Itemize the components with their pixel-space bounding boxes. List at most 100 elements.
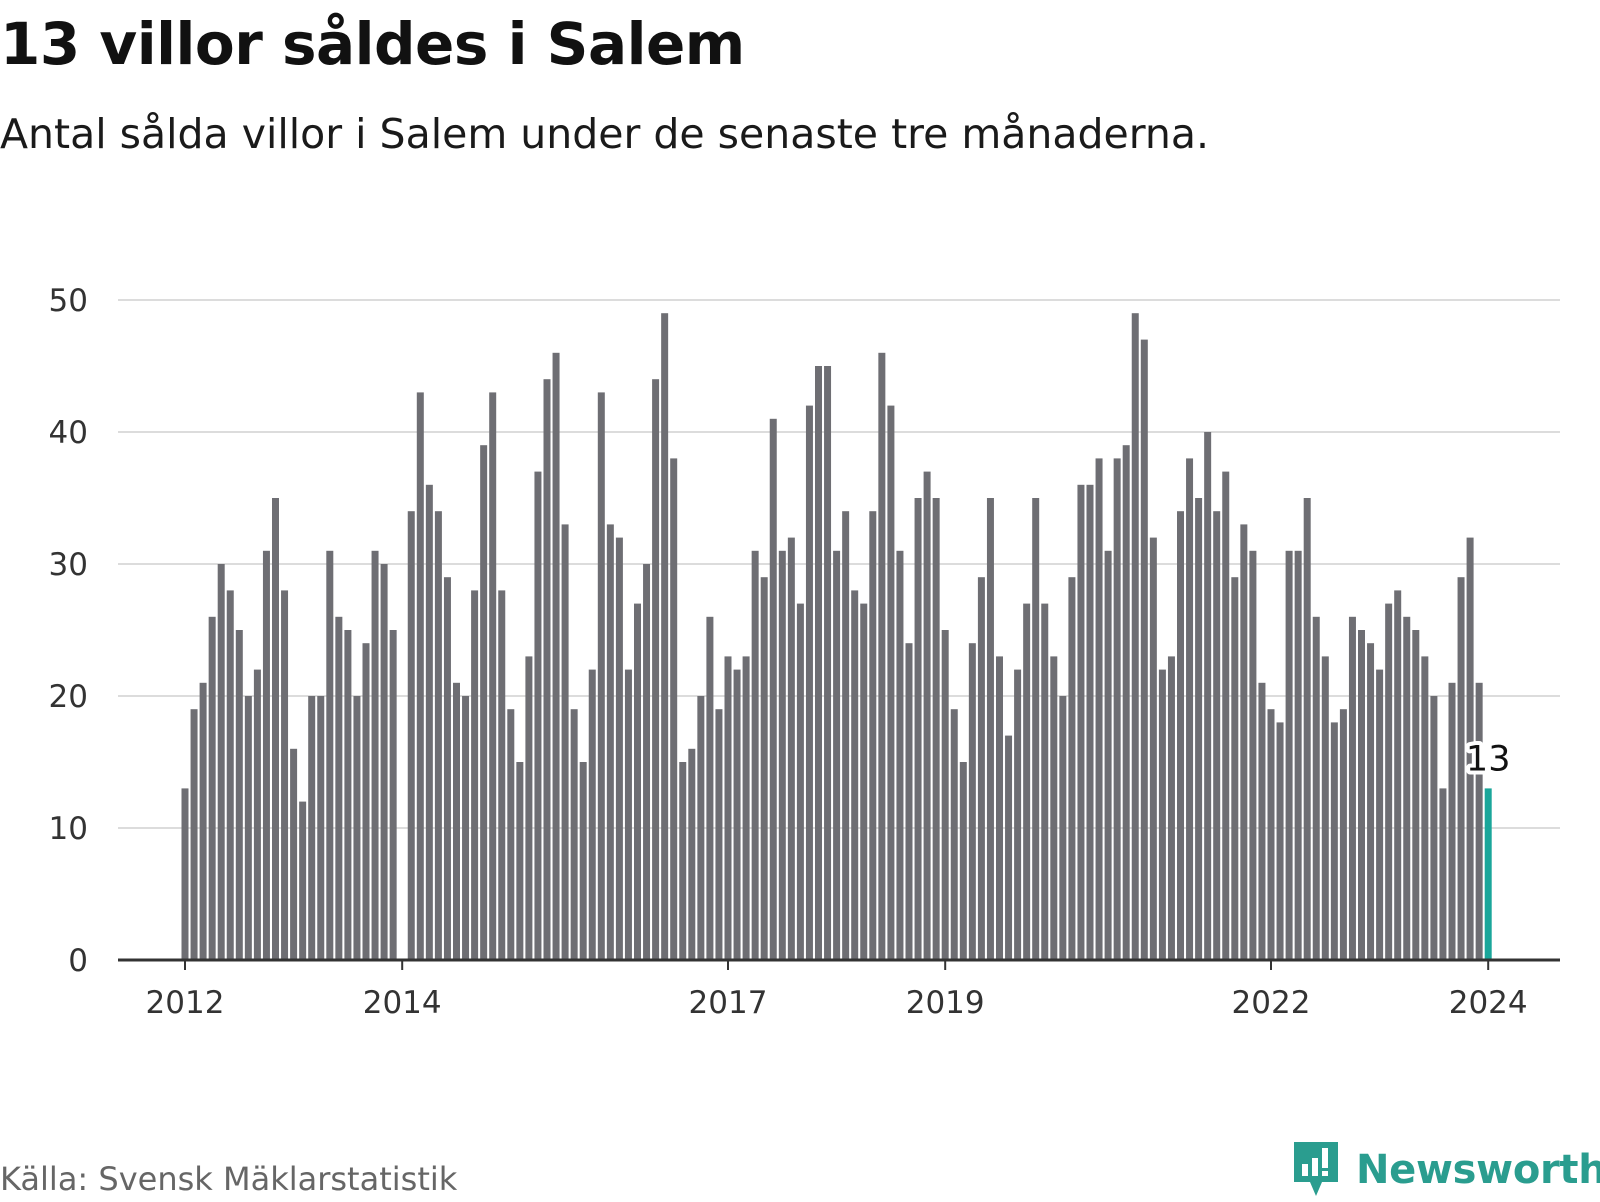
bar bbox=[534, 471, 542, 960]
bar bbox=[272, 498, 279, 960]
bar bbox=[1023, 603, 1031, 960]
bar bbox=[1186, 458, 1194, 960]
x-tick-label: 2019 bbox=[906, 985, 985, 1021]
bar bbox=[742, 656, 750, 960]
bar bbox=[453, 682, 460, 960]
bar bbox=[1032, 498, 1040, 960]
bar bbox=[1358, 630, 1365, 960]
bar bbox=[1222, 471, 1230, 960]
bar bbox=[1267, 709, 1275, 960]
bar bbox=[1303, 498, 1311, 960]
brand-name: Newsworthy bbox=[1356, 1147, 1600, 1193]
bar bbox=[516, 762, 524, 960]
bar bbox=[425, 484, 433, 960]
bar bbox=[805, 405, 813, 961]
x-tick-label: 2022 bbox=[1232, 985, 1311, 1021]
bar bbox=[950, 709, 958, 960]
bar bbox=[1294, 550, 1302, 960]
bar bbox=[1158, 669, 1166, 960]
bar bbox=[724, 656, 732, 960]
bar bbox=[1312, 616, 1320, 960]
bar bbox=[190, 709, 198, 960]
x-tick-label: 2014 bbox=[363, 985, 442, 1021]
bar bbox=[208, 616, 216, 960]
bar bbox=[1439, 788, 1447, 960]
bar bbox=[1149, 537, 1157, 960]
bar bbox=[670, 458, 678, 960]
x-tick-label: 2024 bbox=[1449, 985, 1528, 1021]
bar bbox=[561, 524, 569, 960]
bar bbox=[389, 630, 397, 960]
y-tick-label: 30 bbox=[49, 547, 88, 583]
bar bbox=[1466, 537, 1474, 960]
bar bbox=[1068, 577, 1076, 960]
bar bbox=[977, 577, 985, 960]
bar bbox=[706, 616, 714, 960]
bar bbox=[787, 537, 795, 960]
bar bbox=[1095, 458, 1103, 960]
bar bbox=[1348, 616, 1356, 960]
y-tick-label: 20 bbox=[49, 679, 88, 715]
bar bbox=[416, 392, 424, 960]
bar bbox=[1005, 735, 1013, 960]
bar bbox=[815, 366, 822, 960]
bar bbox=[643, 564, 651, 960]
bar bbox=[579, 762, 587, 960]
bar bbox=[1321, 656, 1329, 960]
bar bbox=[606, 524, 614, 960]
bar bbox=[733, 669, 741, 960]
bar bbox=[905, 643, 913, 960]
bar bbox=[869, 511, 877, 960]
bars bbox=[181, 313, 1492, 961]
bar bbox=[896, 550, 904, 960]
bar bbox=[498, 590, 506, 960]
bar bbox=[507, 709, 515, 960]
bar bbox=[570, 709, 578, 960]
bar bbox=[362, 643, 370, 960]
brand-logo: Newsworthy bbox=[1290, 1140, 1600, 1200]
bar bbox=[778, 550, 786, 960]
bar bbox=[326, 550, 334, 960]
bar bbox=[525, 656, 533, 960]
bar bbox=[833, 550, 841, 960]
bar bbox=[1367, 643, 1375, 960]
bar bbox=[317, 696, 325, 960]
bar bbox=[661, 313, 669, 960]
bar bbox=[1394, 590, 1402, 960]
bar bbox=[842, 511, 850, 960]
bar bbox=[1448, 682, 1456, 960]
bar bbox=[932, 498, 940, 960]
bar bbox=[652, 379, 660, 960]
bar bbox=[624, 669, 632, 960]
highlight-label-halo: 13 bbox=[1466, 739, 1511, 779]
bar bbox=[679, 762, 687, 960]
bar bbox=[281, 590, 289, 960]
bar bbox=[634, 603, 641, 960]
bar bbox=[462, 696, 470, 960]
bar bbox=[443, 577, 451, 960]
bar bbox=[253, 669, 261, 960]
bar bbox=[968, 643, 976, 960]
bar bbox=[244, 696, 252, 960]
y-tick-label: 0 bbox=[68, 943, 88, 979]
bar bbox=[1059, 696, 1067, 960]
bar bbox=[353, 696, 361, 960]
bar bbox=[1376, 669, 1384, 960]
bar bbox=[996, 656, 1003, 960]
bar bbox=[290, 748, 298, 960]
bar bbox=[1249, 550, 1257, 960]
bar bbox=[715, 709, 723, 960]
bar bbox=[1077, 484, 1085, 960]
bar bbox=[914, 498, 922, 960]
bar bbox=[344, 630, 352, 960]
bar bbox=[1430, 696, 1438, 960]
bar bbox=[1285, 550, 1293, 960]
bar bbox=[1412, 630, 1420, 960]
x-tick-label: 2012 bbox=[146, 985, 225, 1021]
bar bbox=[923, 471, 931, 960]
bar bbox=[262, 550, 270, 960]
bar bbox=[299, 801, 307, 960]
y-tick-label: 50 bbox=[49, 283, 88, 319]
bar bbox=[615, 537, 623, 960]
